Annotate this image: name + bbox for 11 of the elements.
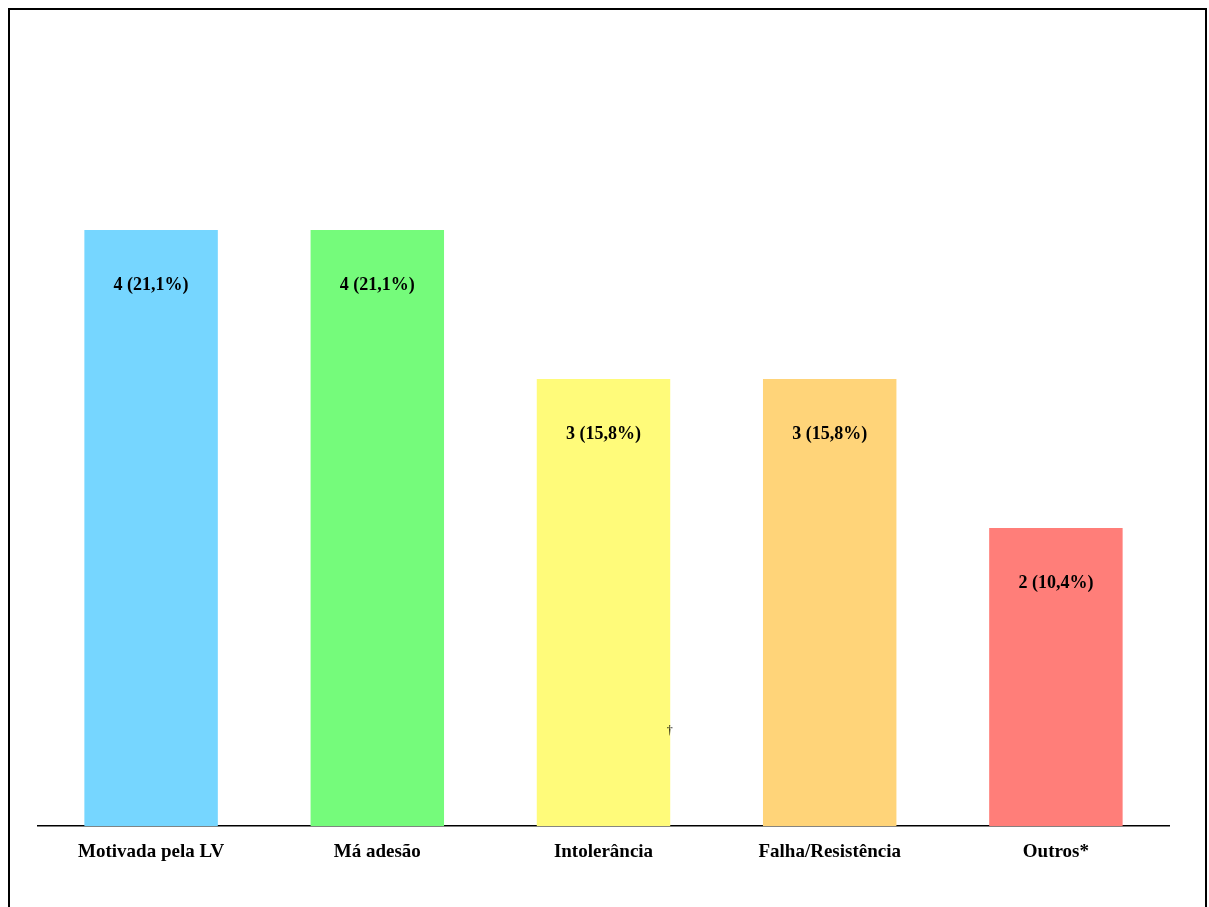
data-label: 2 (10,4%) [1018, 571, 1094, 593]
x-tick-label: Falha/Resistência [758, 839, 902, 861]
data-label: 3 (15,8%) [566, 422, 641, 444]
x-tick-label: Má adesão [333, 839, 421, 861]
data-label: 4 (21,1%) [113, 273, 189, 295]
x-tick-label: Outros* [1022, 839, 1089, 861]
x-tick-label: Intolerância [553, 839, 654, 861]
data-label: 4 (21,1%) [339, 273, 415, 295]
annotation: † [666, 722, 673, 737]
x-tick-label: Motivada pela LV [78, 839, 225, 861]
data-label: 3 (15,8%) [792, 422, 868, 444]
